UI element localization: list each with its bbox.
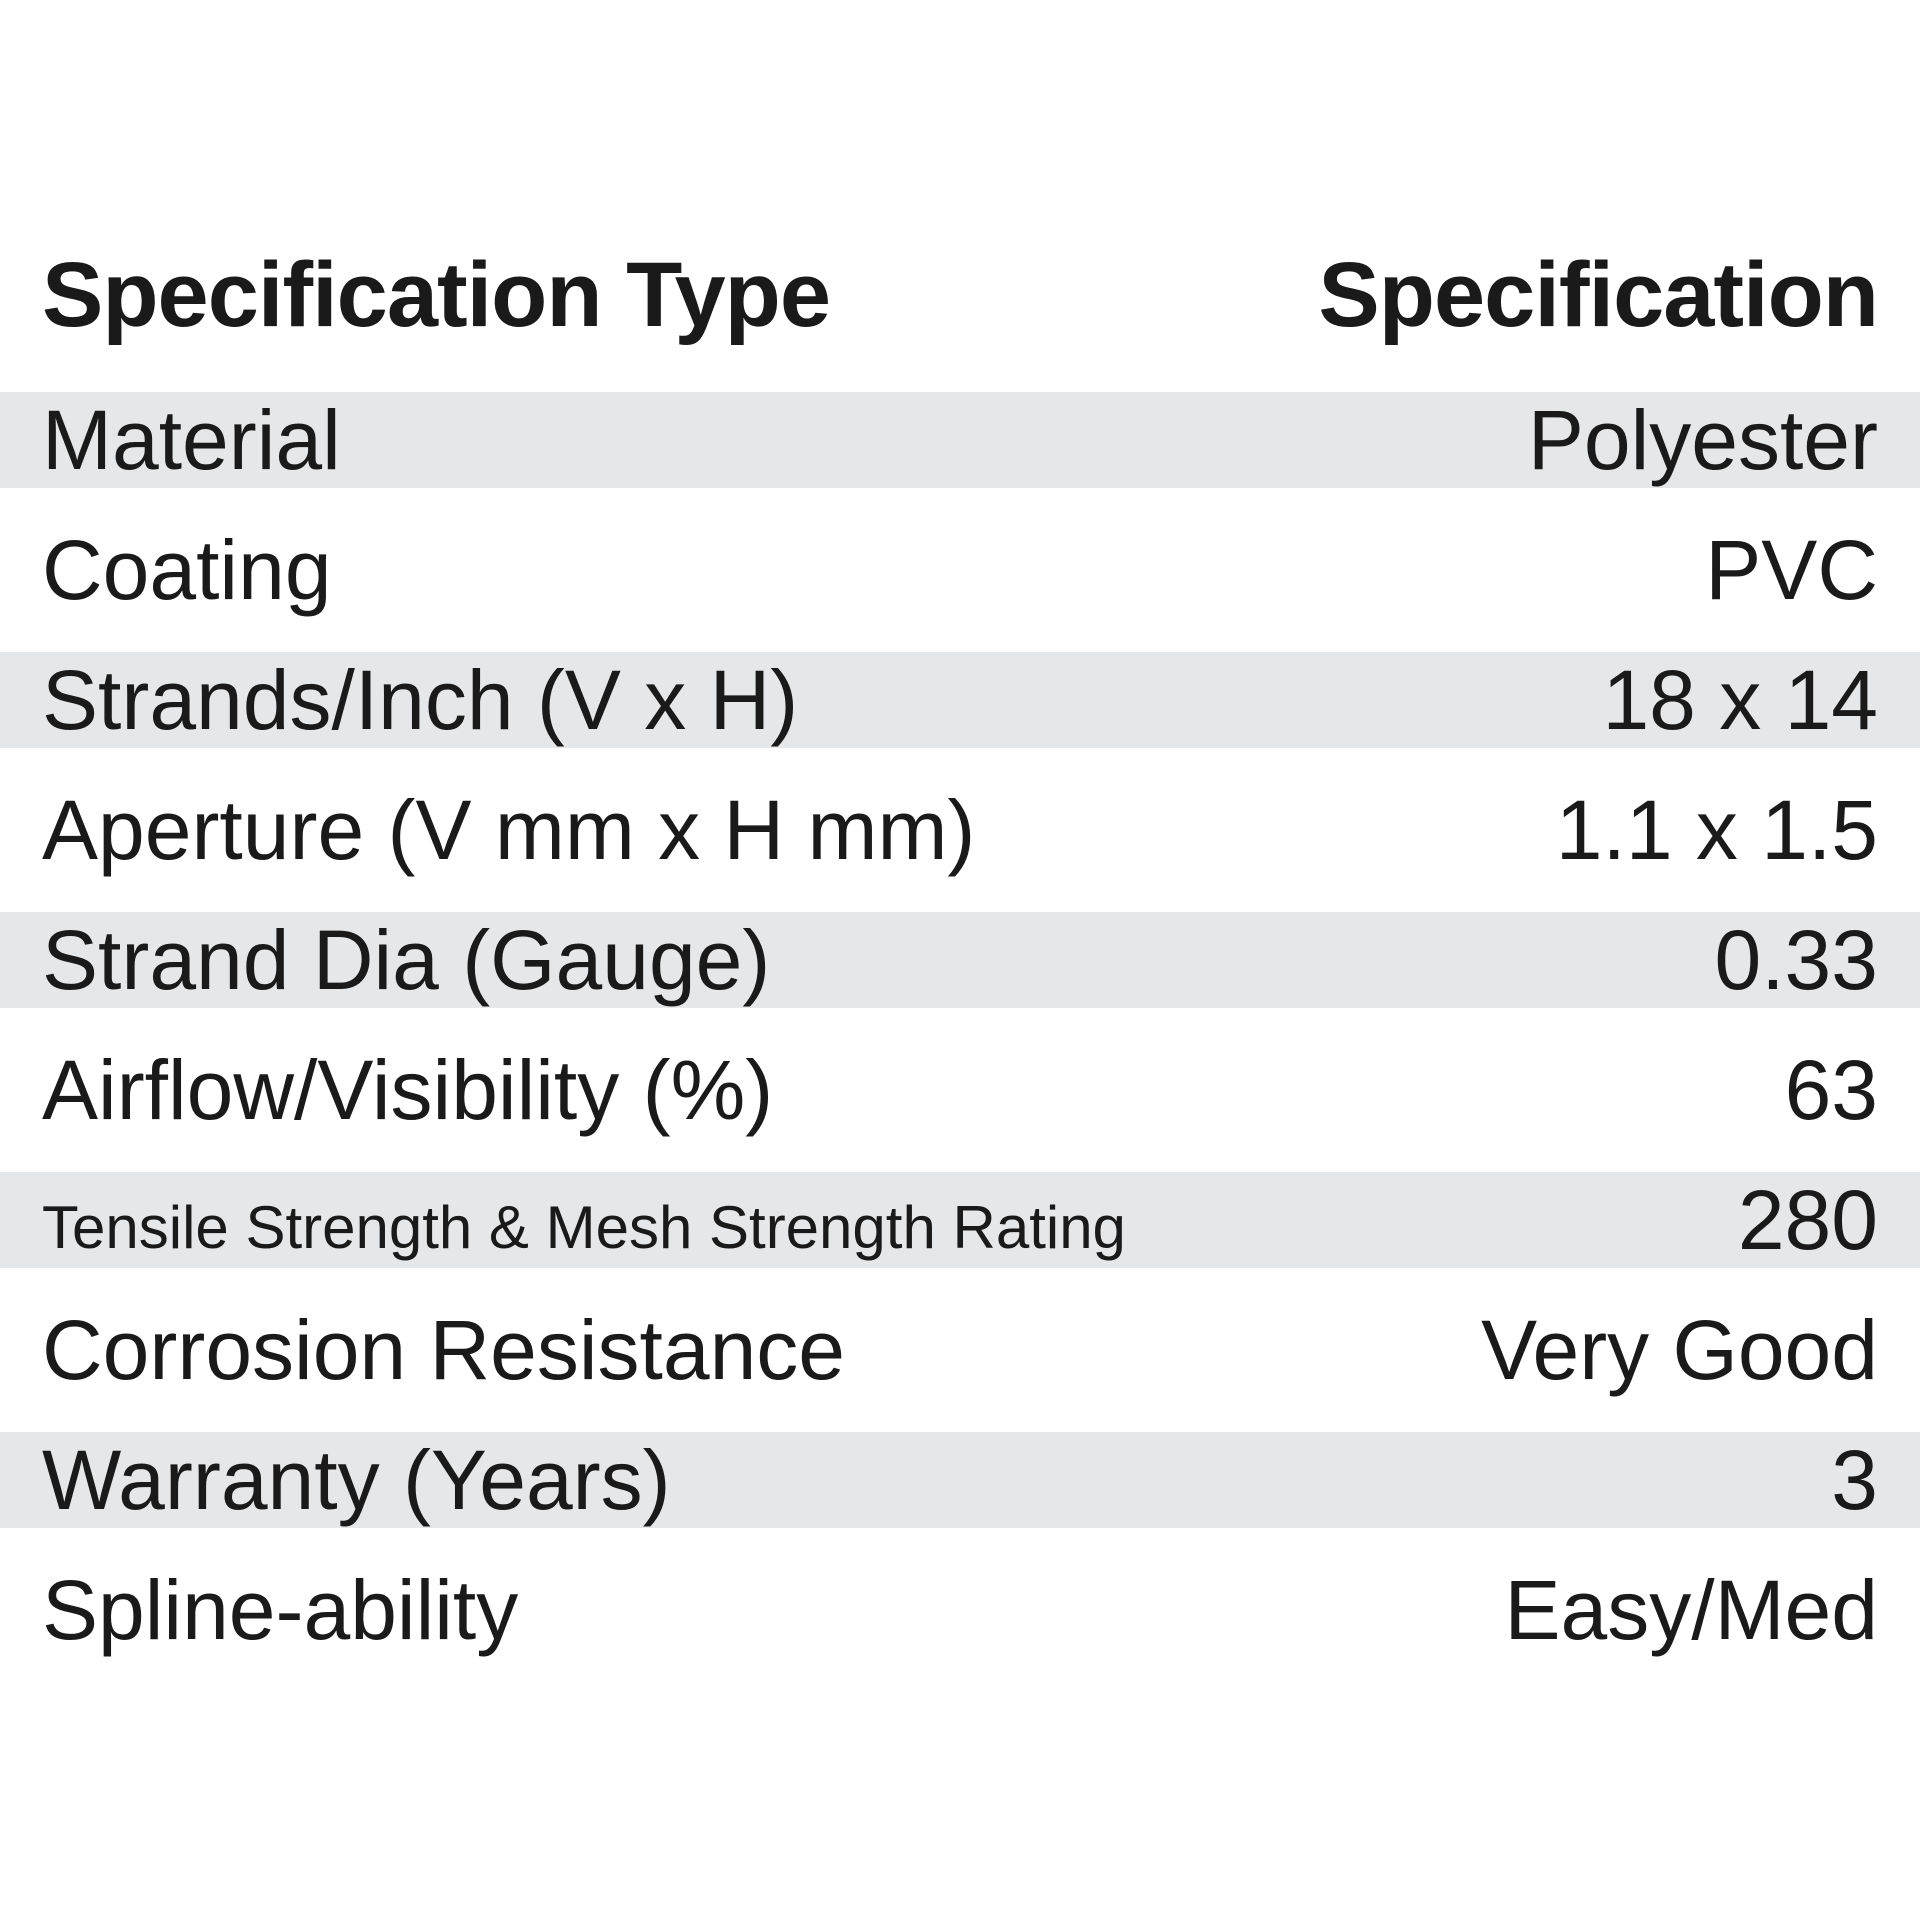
spec-table: Specification Type Specification Materia… <box>0 230 1920 1675</box>
table-row: Airflow/Visibility (%) 63 <box>0 1025 1920 1155</box>
table-row: Coating PVC <box>0 505 1920 635</box>
row-label: Spline-ability <box>42 1562 519 1657</box>
row-label: Strand Dia (Gauge) <box>42 912 771 1007</box>
table-body: Material Polyester Coating PVC Strands/I… <box>0 392 1920 1675</box>
table-header: Specification Type Specification <box>0 230 1920 360</box>
table-row: Corrosion Resistance Very Good <box>0 1285 1920 1415</box>
table-row: Strand Dia (Gauge) 0.33 <box>0 912 1920 1008</box>
row-value: 1.1 x 1.5 <box>1555 782 1878 877</box>
row-value: Easy/Med <box>1504 1562 1879 1657</box>
table-row: Spline-ability Easy/Med <box>0 1545 1920 1675</box>
row-label: Coating <box>42 522 332 617</box>
row-value: 280 <box>1737 1172 1878 1267</box>
row-value: Polyester <box>1527 392 1878 487</box>
table-row: Strands/Inch (V x H) 18 x 14 <box>0 652 1920 748</box>
table-row: Aperture (V mm x H mm) 1.1 x 1.5 <box>0 765 1920 895</box>
row-label: Warranty (Years) <box>42 1432 671 1527</box>
row-label: Corrosion Resistance <box>42 1302 846 1397</box>
row-value: 63 <box>1784 1042 1878 1137</box>
row-label: Material <box>42 392 341 487</box>
header-spec-type: Specification Type <box>42 243 831 346</box>
row-label: Tensile Strength & Mesh Strength Rating <box>42 1194 1126 1261</box>
header-spec-value: Specification <box>1318 243 1879 346</box>
row-label: Airflow/Visibility (%) <box>42 1042 774 1137</box>
table-row: Warranty (Years) 3 <box>0 1432 1920 1528</box>
row-value: 3 <box>1831 1432 1878 1527</box>
row-value: 18 x 14 <box>1602 652 1878 747</box>
row-value: 0.33 <box>1714 912 1879 1007</box>
row-label: Strands/Inch (V x H) <box>42 652 799 747</box>
table-row: Material Polyester <box>0 392 1920 488</box>
row-value: PVC <box>1705 522 1878 617</box>
table-row: Tensile Strength & Mesh Strength Rating … <box>0 1172 1920 1268</box>
row-value: Very Good <box>1481 1302 1878 1397</box>
row-label: Aperture (V mm x H mm) <box>42 782 976 877</box>
